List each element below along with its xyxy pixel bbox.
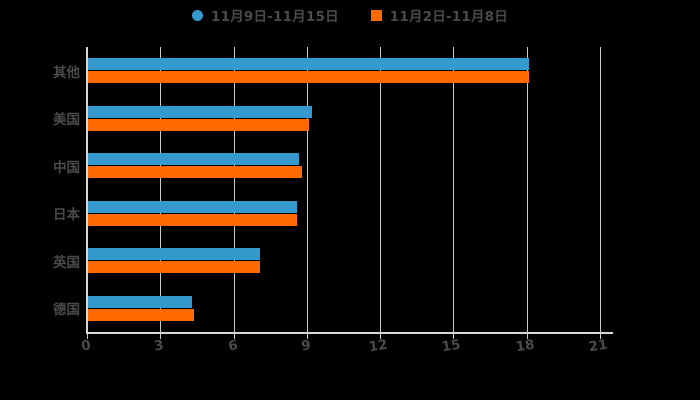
- x-tick-label: 18: [514, 336, 536, 356]
- gridline: [526, 47, 528, 332]
- x-axis-line: [86, 332, 613, 334]
- legend-item-week1[interactable]: 11月2日-11月8日: [370, 5, 508, 25]
- bar-row: [87, 285, 640, 333]
- x-tick-label: 0: [80, 337, 92, 355]
- x-axis-tick: [599, 334, 601, 339]
- bar-week1: [87, 261, 261, 273]
- bar-week1: [87, 308, 195, 321]
- bar-week2: [87, 200, 297, 213]
- gridline: [306, 47, 308, 332]
- bar-week2: [87, 58, 529, 70]
- x-axis-tick: [233, 334, 235, 339]
- category-label: 其他: [53, 64, 80, 81]
- category-label: 日本: [53, 207, 80, 224]
- legend-item-week2[interactable]: 11月9日-11月15日: [192, 5, 339, 25]
- bar-row: [87, 142, 640, 190]
- legend-label-week2: 11月9日-11月15日: [211, 9, 339, 25]
- bar-week1: [87, 118, 310, 131]
- category-label: 美国: [53, 112, 80, 129]
- x-axis-tick: [453, 334, 455, 339]
- circle-marker-icon: [192, 9, 204, 21]
- bar-row: [87, 47, 640, 95]
- bar-week1: [87, 213, 297, 226]
- bar-week2: [87, 295, 192, 308]
- gridline: [453, 47, 455, 332]
- x-axis-tick: [87, 334, 88, 339]
- x-tick-label: 15: [440, 336, 462, 356]
- x-tick-label: 9: [299, 337, 312, 355]
- bar-row: [87, 95, 640, 143]
- x-tick-label: 12: [367, 336, 389, 356]
- bar-week2: [87, 105, 312, 118]
- x-axis-tick: [160, 334, 162, 339]
- category-label: 德国: [53, 302, 80, 319]
- x-tick-label: 21: [587, 336, 609, 356]
- bar-row: [87, 237, 640, 285]
- gridline: [599, 47, 601, 332]
- x-axis-tick: [526, 334, 528, 339]
- x-axis-tick: [306, 334, 308, 339]
- bar-week1: [87, 166, 302, 178]
- gridline: [380, 47, 382, 332]
- gridline: [233, 47, 235, 332]
- bar-week1: [87, 71, 529, 83]
- category-label: 中国: [53, 159, 80, 176]
- bar-week2: [87, 248, 261, 260]
- x-axis-tick: [380, 334, 382, 339]
- y-axis-line: [86, 47, 88, 334]
- bar-week2: [87, 153, 300, 165]
- category-label: 英国: [53, 254, 80, 271]
- x-tick-label: 3: [153, 337, 166, 355]
- gridline: [160, 47, 162, 332]
- legend-label-week1: 11月2日-11月8日: [389, 9, 508, 25]
- bar-row: [87, 190, 640, 238]
- square-marker-icon: [370, 9, 382, 21]
- x-tick-label: 6: [226, 337, 239, 355]
- plot-area: [87, 47, 640, 332]
- chart-legend: 11月9日-11月15日 11月2日-11月8日: [0, 5, 700, 25]
